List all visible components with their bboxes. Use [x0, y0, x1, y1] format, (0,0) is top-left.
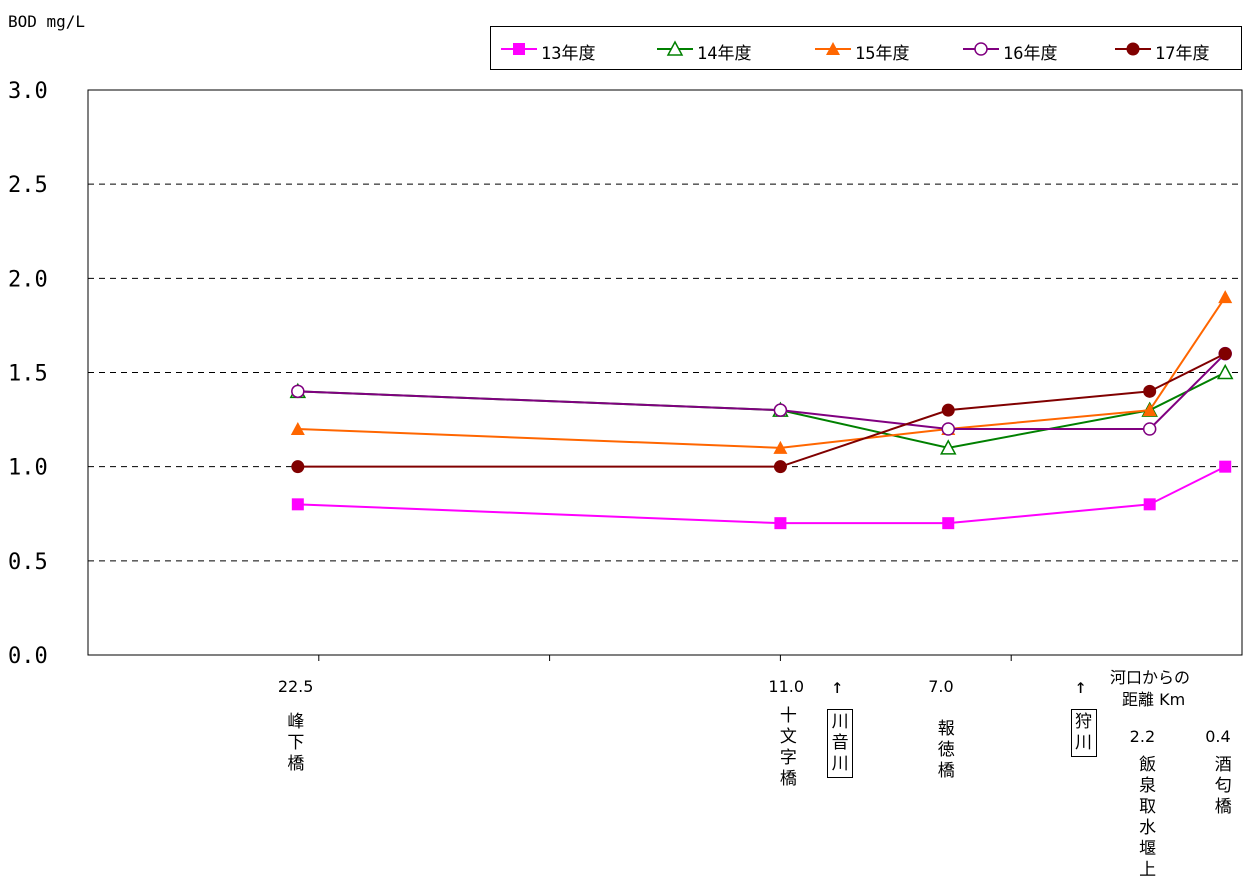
series-line-13年度 — [297, 465, 1226, 525]
series-line-16年度 — [297, 352, 1226, 430]
site-name: 飯泉取水堰上 — [1139, 755, 1157, 880]
data-point — [291, 498, 304, 511]
y-tick-label: 0.0 — [8, 644, 48, 669]
site-name: 十文字橋 — [779, 706, 797, 789]
legend-marker-16 — [963, 42, 999, 56]
data-point — [290, 422, 305, 435]
tributary-name: 川音川 — [827, 709, 854, 778]
site-name: 峰下橋 — [287, 712, 305, 774]
data-point — [941, 403, 955, 417]
data-point — [773, 460, 787, 474]
y-tick-label: 3.0 — [8, 79, 48, 104]
y-tick-label: 2.5 — [8, 173, 48, 198]
legend-marker-17 — [1115, 42, 1151, 56]
y-tick-label: 1.0 — [8, 456, 48, 481]
data-point — [1218, 290, 1233, 304]
legend-label-14: 14年度 — [697, 44, 752, 64]
data-point — [773, 440, 788, 454]
data-point — [1219, 460, 1232, 473]
data-point — [942, 517, 955, 530]
site-distance: 11.0 — [768, 677, 805, 696]
data-point — [773, 403, 788, 417]
y-tick-label: 0.5 — [8, 550, 48, 575]
legend-marker-13 — [501, 43, 537, 55]
legend-label-16: 16年度 — [1003, 44, 1058, 64]
site-name: 酒匂橋 — [1214, 755, 1232, 817]
site-distance: 0.4 — [1205, 727, 1231, 746]
data-point — [1143, 384, 1157, 398]
data-point — [1218, 347, 1232, 361]
x-axis-title-line2: 距離 Km — [1122, 690, 1186, 709]
plot-frame — [87, 89, 1243, 656]
data-point — [939, 439, 957, 455]
y-tick-label: 1.5 — [8, 362, 48, 387]
y-axis-label: BOD mg/L — [8, 12, 86, 31]
site-distance: 2.2 — [1129, 727, 1156, 746]
legend-label-17: 17年度 — [1155, 44, 1210, 64]
legend-label-15: 15年度 — [855, 44, 910, 64]
tributary-arrow: ↑ — [831, 674, 844, 698]
y-tick-label: 2.0 — [8, 267, 48, 292]
site-distance: 7.0 — [928, 677, 954, 696]
legend-marker-15 — [815, 42, 851, 55]
data-point — [1142, 422, 1157, 436]
site-distance: 22.5 — [277, 677, 314, 696]
data-point — [1142, 403, 1157, 417]
data-point — [291, 384, 305, 399]
tributary-name: 狩川 — [1070, 709, 1097, 757]
data-point — [291, 460, 305, 474]
data-point — [1216, 363, 1234, 380]
tributary-arrow: ↑ — [1074, 674, 1087, 698]
legend-label-13: 13年度 — [541, 44, 596, 64]
site-name: 報徳橋 — [937, 719, 955, 781]
legend-marker-14 — [657, 40, 693, 56]
x-axis-title-line1: 河口からの — [1110, 668, 1191, 687]
data-point — [774, 517, 787, 530]
data-point — [941, 422, 956, 436]
legend: 13年度 14年度 15年度 16年度 — [490, 26, 1242, 70]
data-point — [1143, 498, 1156, 511]
